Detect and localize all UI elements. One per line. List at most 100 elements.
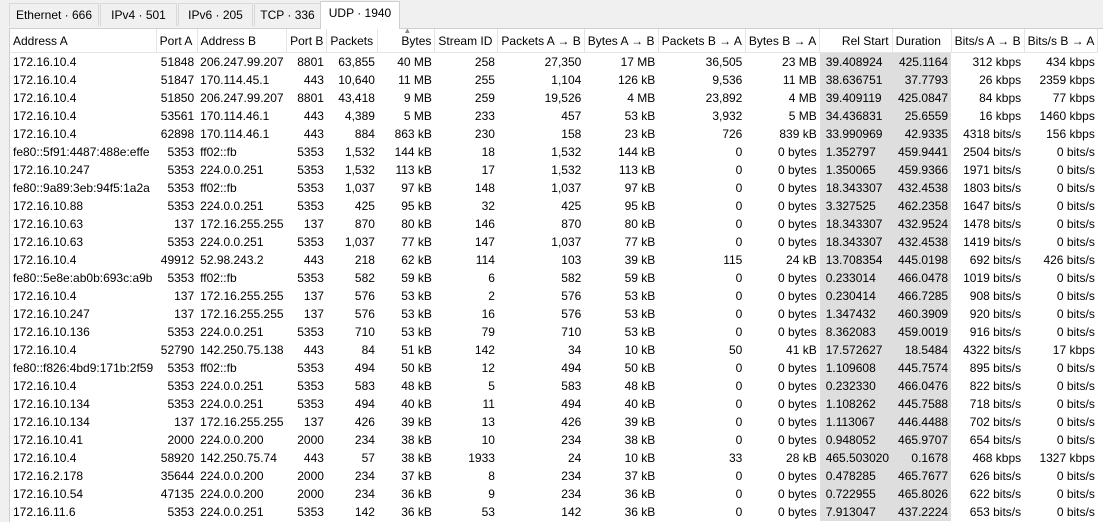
table-row[interactable]: 172.16.2.178 35644 224.0.0.200 2000 234 37 kB… — [10, 467, 1098, 485]
cell-bits-b-a: 0 bits/s — [1056, 487, 1095, 501]
cell-bytes-a-b: 53 kB — [624, 325, 656, 339]
cell-packets-b-a: 0 — [735, 433, 743, 447]
table-row[interactable]: 172.16.10.136 5353 224.0.0.251 5353 710 53 kB… — [10, 323, 1098, 341]
cell-packets-a-b: 576 — [561, 307, 582, 321]
cell-bits-a-b: 4322 bits/s — [963, 343, 1022, 357]
cell-port-b: 2000 — [297, 487, 324, 501]
cell-address-b: 170.114.45.1 — [200, 73, 270, 87]
tab-ethernet[interactable]: Ethernet · 666 — [9, 3, 99, 26]
table-row[interactable]: 172.16.10.63 137 172.16.255.255 137 870 80 kB… — [10, 215, 1098, 233]
column-header-bits-a-b[interactable]: Bits/s A → B — [951, 29, 1025, 53]
cell-bytes-a-b: 48 kB — [624, 379, 656, 393]
table-row[interactable]: fe80::5f91:4487:488e:effe 5353 ff02::fb 535… — [10, 143, 1098, 161]
cell-address-a: 172.16.2.178 — [13, 469, 84, 483]
cell-stream-id: 6 — [488, 271, 495, 285]
column-header-stream-id[interactable]: Stream ID — [434, 29, 499, 53]
table-row[interactable]: 172.16.10.54 47135 224.0.0.200 2000 234 36 kB… — [10, 485, 1098, 503]
cell-rel-start: 8.362083 — [819, 323, 893, 341]
table-row[interactable]: 172.16.10.4 49912 52.98.243.2 443 218 62 kB 11… — [10, 251, 1098, 269]
column-header-address-a[interactable]: Address A — [10, 29, 157, 53]
tab-udp[interactable]: UDP · 1940 — [320, 1, 400, 29]
cell-rel-start: 0.722955 — [819, 485, 893, 503]
cell-port-a: 5353 — [167, 235, 195, 249]
column-header-port-b[interactable]: Port B — [286, 29, 328, 53]
cell-duration: 460.3909 — [892, 305, 952, 323]
table-row[interactable]: fe80::9a89:3eb:94f5:1a2a 5353 ff02::fb 5353… — [10, 179, 1098, 197]
cell-rel-start: 3.327525 — [819, 197, 893, 215]
cell-address-b: 206.247.99.207 — [200, 55, 284, 69]
table-row[interactable]: 172.16.10.4 53561 170.114.46.1 443 4,389 5 MB… — [10, 107, 1098, 125]
column-header-packets-b-a[interactable]: Packets B → A — [658, 29, 746, 53]
table-row[interactable]: 172.16.10.88 5353 224.0.0.251 5353 425 95 kB 3… — [10, 197, 1098, 215]
table-row[interactable]: 172.16.10.4 51847 170.114.45.1 443 10,640 11 … — [10, 71, 1098, 89]
cell-port-b: 5353 — [297, 505, 324, 519]
cell-packets: 63,855 — [338, 55, 375, 69]
cell-stream-id: 17 — [481, 163, 495, 177]
cell-port-b: 5353 — [297, 379, 324, 393]
cell-bits-b-a: 0 bits/s — [1056, 271, 1095, 285]
table-row[interactable]: 172.16.10.4 51850 206.247.99.207 8801 43,418… — [10, 89, 1098, 107]
cell-port-b: 443 — [303, 253, 324, 267]
cell-port-a: 2000 — [167, 433, 195, 447]
cell-bytes-b-a: 0 bytes — [778, 415, 817, 429]
cell-packets: 426 — [354, 415, 375, 429]
table-row[interactable]: 172.16.10.4 62898 170.114.46.1 443 884 863 kB… — [10, 125, 1098, 143]
cell-packets-b-a: 0 — [735, 397, 743, 411]
cell-bits-b-a: 0 bits/s — [1056, 199, 1095, 213]
column-header-packets-a-b[interactable]: Packets A → B — [497, 29, 585, 53]
column-header-port-a[interactable]: Port A — [156, 29, 198, 53]
cell-bits-a-b: 1019 bits/s — [963, 271, 1022, 285]
cell-stream-id: 2 — [488, 289, 495, 303]
table-row[interactable]: 172.16.10.63 5353 224.0.0.251 5353 1,037 77 k… — [10, 233, 1098, 251]
cell-bits-a-b: 702 bits/s — [969, 415, 1022, 429]
table-row[interactable]: 172.16.10.4 137 172.16.255.255 137 576 53 kB 2… — [10, 287, 1098, 305]
table-row[interactable]: 172.16.10.4 5353 224.0.0.251 5353 583 48 kB 5 5… — [10, 377, 1098, 395]
cell-port-a: 62898 — [160, 127, 195, 141]
tab-tcp[interactable]: TCP · 336 — [254, 3, 321, 26]
cell-duration: 465.9707 — [892, 431, 952, 449]
column-header-duration[interactable]: Duration — [892, 29, 952, 53]
table-row[interactable]: 172.16.10.4 58920 142.250.75.74 443 57 38 kB 1… — [10, 449, 1098, 467]
tab-ipv4[interactable]: IPv4 · 501 — [100, 3, 177, 26]
cell-packets-b-a: 50 — [728, 343, 743, 357]
column-header-rel-start[interactable]: Rel Start — [819, 29, 893, 53]
cell-duration: 425.1164 — [892, 52, 952, 71]
cell-duration: 466.7285 — [892, 287, 952, 305]
column-header-address-b[interactable]: Address B — [197, 29, 288, 53]
table-row[interactable]: 172.16.10.134 5353 224.0.0.251 5353 494 40 kB… — [10, 395, 1098, 413]
cell-bytes-b-a: 41 kB — [786, 343, 817, 357]
table-row[interactable]: 172.16.10.4 51848 206.247.99.207 8801 63,855… — [10, 52, 1098, 71]
cell-bytes-b-a: 0 bytes — [778, 469, 817, 483]
cell-packets-b-a: 0 — [735, 217, 743, 231]
cell-packets: 142 — [354, 505, 375, 519]
table-row[interactable]: 172.16.10.4 52790 142.250.75.138 443 84 51 kB… — [10, 341, 1098, 359]
cell-address-a: fe80::5e8e:ab0b:693c:a9b — [13, 271, 153, 285]
column-header-bits-b-a[interactable]: Bits/s B → A — [1024, 29, 1099, 53]
cell-bytes-a-b: 126 kB — [617, 73, 656, 87]
table-row[interactable]: fe80::f826:4bd9:171b:2f59 5353 ff02::fb 535… — [10, 359, 1098, 377]
column-header-bytes[interactable]: ▲ Bytes — [377, 29, 436, 53]
cell-rel-start: 34.436831 — [819, 107, 893, 125]
column-header-bytes-a-b[interactable]: Bytes A → B — [584, 29, 659, 53]
cell-bytes-b-a: 0 bytes — [778, 235, 817, 249]
sort-ascending-icon: ▲ — [403, 29, 412, 35]
cell-rel-start: 39.409119 — [819, 89, 893, 107]
table-row[interactable]: 172.16.10.134 137 172.16.255.255 137 426 39 k… — [10, 413, 1098, 431]
tab-ipv6[interactable]: IPv6 · 205 — [178, 3, 253, 26]
column-header-packets[interactable]: Packets — [326, 29, 379, 53]
cell-packets: 425 — [354, 199, 375, 213]
cell-bytes-a-b: 53 kB — [624, 109, 656, 123]
cell-address-b: 224.0.0.251 — [200, 505, 264, 519]
table-row[interactable]: fe80::5e8e:ab0b:693c:a9b 5353 ff02::fb 5353… — [10, 269, 1098, 287]
cell-bits-b-a: 1327 kbps — [1039, 451, 1095, 465]
column-header-bytes-b-a[interactable]: Bytes B → A — [745, 29, 821, 53]
cell-bytes-a-b: 23 kB — [624, 127, 656, 141]
table-row[interactable]: 172.16.10.41 2000 224.0.0.200 2000 234 38 kB 1… — [10, 431, 1098, 449]
cell-packets-a-b: 1,037 — [551, 181, 582, 195]
cell-duration: 459.9441 — [892, 143, 952, 161]
cell-packets-b-a: 0 — [735, 181, 743, 195]
table-row[interactable]: 172.16.11.6 5353 224.0.0.251 5353 142 36 kB 53… — [10, 503, 1098, 521]
table-row[interactable]: 172.16.10.247 5353 224.0.0.251 5353 1,532 113… — [10, 161, 1098, 179]
cell-packets-a-b: 234 — [561, 487, 582, 501]
table-row[interactable]: 172.16.10.247 137 172.16.255.255 137 576 53 k… — [10, 305, 1098, 323]
